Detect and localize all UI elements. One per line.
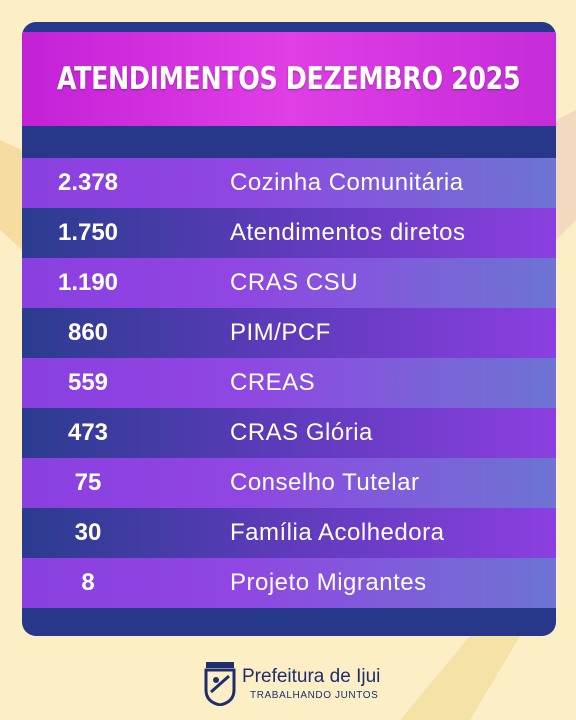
table-row: 559 CREAS bbox=[22, 358, 556, 408]
service-label: Conselho Tutelar bbox=[230, 469, 420, 496]
count: 559 bbox=[67, 369, 109, 396]
table-row: 2.378 Cozinha Comunitária bbox=[22, 158, 556, 208]
footer: Prefeitura de Ijui TRABALHANDO JUNTOS bbox=[204, 660, 384, 710]
brand: Prefeitura de Ijui bbox=[242, 666, 381, 687]
table-row: 473 CRAS Glória bbox=[22, 408, 556, 458]
count: 30 bbox=[74, 519, 102, 546]
deco-shape bbox=[0, 140, 22, 250]
service-label: Projeto Migrantes bbox=[230, 569, 427, 596]
service-label: Família Acolhedora bbox=[230, 519, 445, 546]
count: 75 bbox=[74, 469, 102, 496]
service-label: Atendimentos diretos bbox=[230, 219, 466, 246]
count: 2.378 bbox=[57, 169, 119, 196]
service-label: Cozinha Comunitária bbox=[230, 169, 464, 196]
count: 473 bbox=[67, 419, 109, 446]
count: 860 bbox=[67, 319, 109, 346]
table-row: 8 Projeto Migrantes bbox=[22, 558, 556, 608]
table-row: 75 Conselho Tutelar bbox=[22, 458, 556, 508]
count: 1.750 bbox=[57, 219, 119, 246]
table-row: 30 Família Acolhedora bbox=[22, 508, 556, 558]
table-row: 1.750 Atendimentos diretos bbox=[22, 208, 556, 258]
deco-shape bbox=[400, 636, 520, 720]
table: 2.378 Cozinha Comunitária 1.750 Atendimento… bbox=[22, 158, 556, 608]
service-label: CRAS CSU bbox=[230, 269, 359, 296]
table-row: 1.190 CRAS CSU bbox=[22, 258, 556, 308]
title-band: ATENDIMENTOS DEZEMBRO 2025 bbox=[22, 32, 556, 126]
title: ATENDIMENTOS DEZEMBRO 2025 bbox=[57, 61, 521, 97]
count: 8 bbox=[81, 569, 95, 596]
motto: TRABALHANDO JUNTOS bbox=[250, 690, 379, 701]
service-label: CREAS bbox=[230, 369, 316, 396]
count: 1.190 bbox=[57, 269, 119, 296]
deco-shape bbox=[556, 110, 576, 240]
service-label: CRAS Glória bbox=[230, 419, 373, 446]
table-row: 860 PIM/PCF bbox=[22, 308, 556, 358]
service-label: PIM/PCF bbox=[230, 319, 331, 346]
logo bbox=[204, 662, 236, 706]
card: ATENDIMENTOS DEZEMBRO 2025 2.378 Cozinha … bbox=[22, 22, 556, 636]
